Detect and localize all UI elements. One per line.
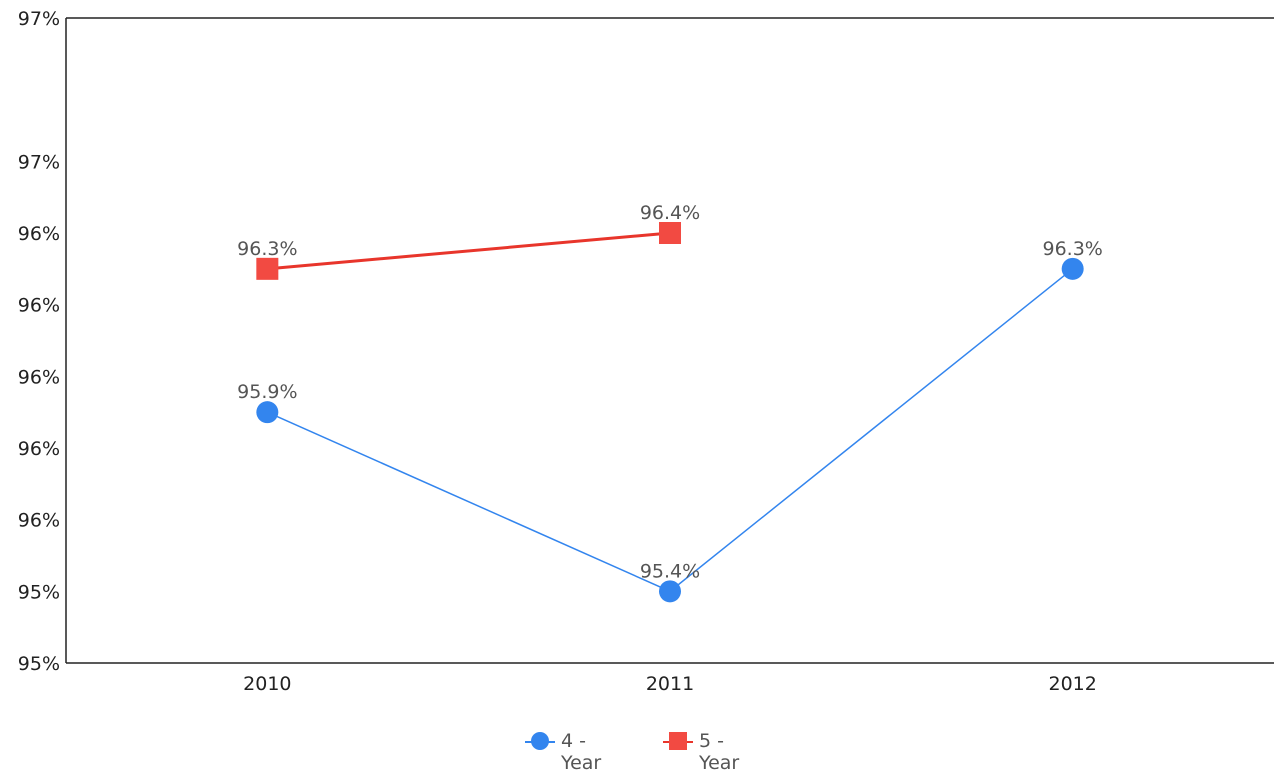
- y-tick-label: 96%: [18, 295, 60, 317]
- legend-label-5-year-line1: 5 -: [699, 730, 724, 752]
- series-line-4-year: [267, 268, 1074, 593]
- legend-circle-marker: [531, 732, 549, 750]
- y-tick-label: 96%: [18, 366, 60, 388]
- y-tick-label: 97%: [18, 8, 60, 30]
- data-label: 95.9%: [237, 381, 297, 403]
- legend-swatch-4-year: [525, 730, 555, 752]
- data-label: 96.3%: [237, 238, 297, 260]
- data-point-square: [659, 222, 681, 244]
- data-point-circle: [256, 401, 279, 424]
- x-tick-label: 2011: [646, 673, 694, 695]
- legend-item-4-year[interactable]: 4 - Year: [525, 730, 611, 774]
- chart-legend: 4 - Year 5 - Year: [0, 730, 1274, 774]
- y-tick-label: 97%: [18, 151, 60, 173]
- y-tick-label: 96%: [18, 438, 60, 460]
- data-point-circle: [659, 580, 681, 603]
- legend-label-5-year-line2: Year: [699, 752, 740, 774]
- legend-item-5-year[interactable]: 5 - Year: [663, 730, 749, 774]
- legend-swatch-5-year: [663, 730, 693, 752]
- line-chart: 97% 95% 95% 96% 96% 96% 96% 96% 97% 2010 2011 2012 9…: [18, 8, 1274, 695]
- legend-label-4-year: 4 - Year: [561, 730, 611, 774]
- data-label: 96.4%: [640, 202, 700, 224]
- y-tick-label: 95%: [18, 653, 60, 675]
- legend-label-4-year-line2: Year: [561, 752, 602, 774]
- data-point-circle: [1061, 257, 1084, 280]
- x-tick-label: 2010: [243, 673, 291, 695]
- legend-label-4-year-line1: 4 -: [561, 730, 586, 752]
- x-tick-label: 2012: [1048, 673, 1096, 695]
- data-point-square: [256, 257, 279, 280]
- legend-label-5-year: 5 - Year: [699, 730, 749, 774]
- data-label: 96.3%: [1042, 238, 1102, 260]
- y-tick-label: 96%: [18, 510, 60, 532]
- data-label: 95.4%: [640, 560, 700, 582]
- series-line-5-year: [267, 231, 671, 271]
- legend-square-marker: [669, 732, 687, 750]
- y-tick-label: 95%: [18, 581, 60, 603]
- y-tick-label: 96%: [18, 223, 60, 245]
